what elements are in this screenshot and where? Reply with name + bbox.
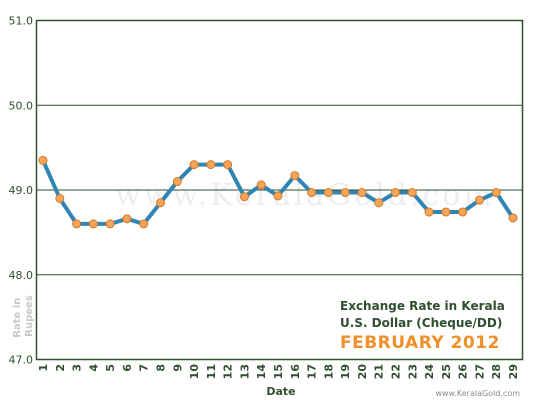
x-tick-label: 12 (222, 364, 235, 379)
data-point (374, 198, 384, 208)
chart-period: FEBRUARY 2012 (340, 333, 500, 353)
x-tick-label: 24 (423, 364, 436, 380)
x-tick-label: 23 (406, 364, 419, 379)
data-point (340, 188, 350, 198)
x-axis-ticks: 1 2 3 4 5 6 7 8 9 10 11 12 13 14 15 16 17 18 19 20 21 22 23 24 2… (37, 364, 520, 380)
data-point (72, 219, 82, 229)
y-tick-label: 51.0 (9, 15, 34, 28)
data-point (273, 191, 283, 201)
data-point (357, 188, 367, 198)
data-point (474, 195, 484, 205)
x-tick-label: 7 (138, 364, 151, 372)
x-tick-label: 14 (255, 364, 268, 380)
data-point (156, 198, 165, 208)
x-tick-label: 6 (121, 364, 134, 372)
chart-title: Exchange Rate in Kerala (340, 299, 505, 313)
x-tick-label: 8 (155, 364, 168, 372)
data-point (139, 219, 149, 229)
x-tick-label: 21 (373, 364, 386, 379)
x-tick-label: 10 (188, 364, 201, 380)
data-point (256, 180, 266, 190)
y-tick-label: 50.0 (9, 99, 34, 112)
x-tick-label: 15 (272, 364, 285, 379)
x-tick-label: 22 (390, 364, 403, 379)
x-tick-label: 18 (322, 364, 335, 379)
data-point (424, 207, 434, 217)
x-tick-label: 9 (171, 364, 184, 372)
x-tick-label: 17 (306, 364, 319, 379)
data-points (38, 155, 518, 229)
data-point (105, 219, 115, 229)
data-point (391, 188, 400, 198)
x-tick-label: 11 (205, 364, 218, 379)
y-axis-label: Rate in Rupees (12, 294, 35, 338)
x-tick-label: 5 (104, 364, 117, 372)
x-tick-label: 25 (440, 364, 453, 379)
data-point (323, 188, 333, 198)
data-point (239, 192, 249, 202)
data-point (55, 193, 65, 203)
data-point (458, 207, 468, 217)
data-point (307, 188, 317, 198)
data-point (206, 160, 216, 170)
x-tick-label: 28 (490, 364, 503, 379)
gridlines (36, 104, 523, 276)
data-point (290, 171, 300, 181)
x-tick-label: 16 (289, 364, 302, 380)
data-point (491, 188, 501, 198)
y-tick-label: 47.0 (9, 354, 34, 367)
x-tick-label: 13 (238, 364, 251, 379)
data-point (508, 213, 518, 223)
data-point (441, 207, 451, 217)
x-axis-label: Date (266, 385, 295, 398)
x-tick-label: 20 (356, 364, 369, 380)
data-point (407, 188, 417, 198)
x-tick-label: 3 (71, 364, 84, 372)
x-tick-label: 1 (37, 364, 50, 372)
data-point (189, 160, 199, 170)
x-tick-label: 29 (507, 364, 520, 379)
data-point (172, 177, 182, 187)
y-tick-label: 48.0 (9, 269, 34, 282)
x-tick-label: 26 (457, 364, 470, 380)
y-axis-ticks: 47.0 48.0 49.0 50.0 51.0 (9, 15, 34, 367)
data-point (122, 214, 132, 224)
x-tick-label: 4 (87, 364, 100, 372)
chart-subtitle: U.S. Dollar (Cheque/DD) (340, 316, 502, 330)
x-tick-label: 27 (473, 364, 486, 379)
data-point (88, 219, 98, 229)
plot-frame (35, 19, 524, 361)
x-tick-label: 2 (54, 364, 67, 372)
y-tick-label: 49.0 (9, 184, 34, 197)
site-credit: www.KeralaGold.com (435, 389, 520, 398)
data-point (38, 155, 48, 165)
x-tick-label: 19 (339, 364, 352, 379)
data-point (223, 160, 233, 170)
